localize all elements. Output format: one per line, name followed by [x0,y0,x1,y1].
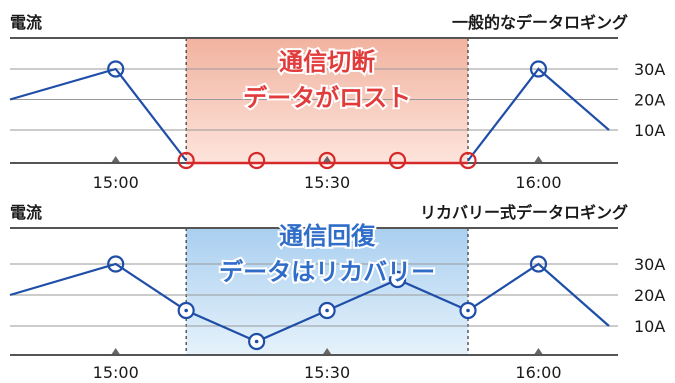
x-tick-label: 15:00 [93,363,139,382]
lost-point [177,151,195,170]
panel2-series [9,255,610,351]
panel-recovery: 電流 リカバリー式データロギング 30A 20A 10A 15:00 15:30 16:… [9,203,665,382]
x-tick-marker [111,348,120,354]
recovery-band [185,228,469,355]
x-tick-marker [323,348,332,354]
panel1-y-ticks: 30A 20A 10A [634,60,665,140]
lost-band [185,38,469,163]
series-line-after [467,67,610,162]
panel1-x-ticks: 15:00 15:30 16:00 [93,156,562,192]
x-tick-label: 16:00 [515,173,561,192]
lost-point [388,151,407,170]
y-tick-label: 30A [634,255,665,274]
annotation-text: データがロスト [243,84,411,112]
point-center-dot [466,308,470,313]
y-tick-label: 20A [634,91,665,110]
x-tick-label: 15:30 [304,363,350,382]
panel-typical: 電流 一般的なデータロギング 30A 20A 10A 15:00 15:30 16:00… [9,13,665,192]
x-tick-marker [534,348,543,354]
x-tick-marker [111,156,120,162]
series-line-before [9,67,188,162]
band-fill [186,38,469,163]
band-fill [186,228,469,355]
x-tick-label: 16:00 [515,363,561,382]
y-tick-label: 30A [634,60,665,79]
x-tick-label: 15:00 [93,173,139,192]
lost-point [459,151,477,170]
lost-point [318,151,336,170]
panel2-y-ticks: 30A 20A 10A [634,255,665,336]
panel2-x-ticks: 15:00 15:30 16:00 [93,348,562,382]
y-tick-label: 10A [634,317,665,336]
x-tick-label: 15:30 [304,173,350,192]
data-point [529,255,548,273]
point-center-dot [325,308,329,313]
annotation-text: データはリカバリー [219,258,435,286]
panel2-grid [10,227,618,356]
panel2-ylabel: 電流 [10,203,42,222]
panel1-grid [10,37,618,164]
annotation-text: 通信切断 [279,48,375,76]
data-point [529,60,548,78]
y-tick-label: 10A [634,121,665,140]
panel1-ylabel: 電流 [10,13,42,32]
x-tick-marker [534,156,543,162]
annotation-text: 通信回復 [279,222,376,250]
data-point [107,255,125,273]
panel2-title: リカバリー式データロギング [420,203,628,222]
data-point [107,60,125,78]
x-tick-marker [323,156,332,162]
y-tick-label: 20A [634,286,665,305]
point-center-dot [254,339,259,344]
panel1-series [9,60,610,170]
panel1-title: 一般的なデータロギング [452,13,628,32]
point-center-dot [395,277,400,282]
point-center-dot [184,308,188,313]
lost-point [248,151,266,170]
